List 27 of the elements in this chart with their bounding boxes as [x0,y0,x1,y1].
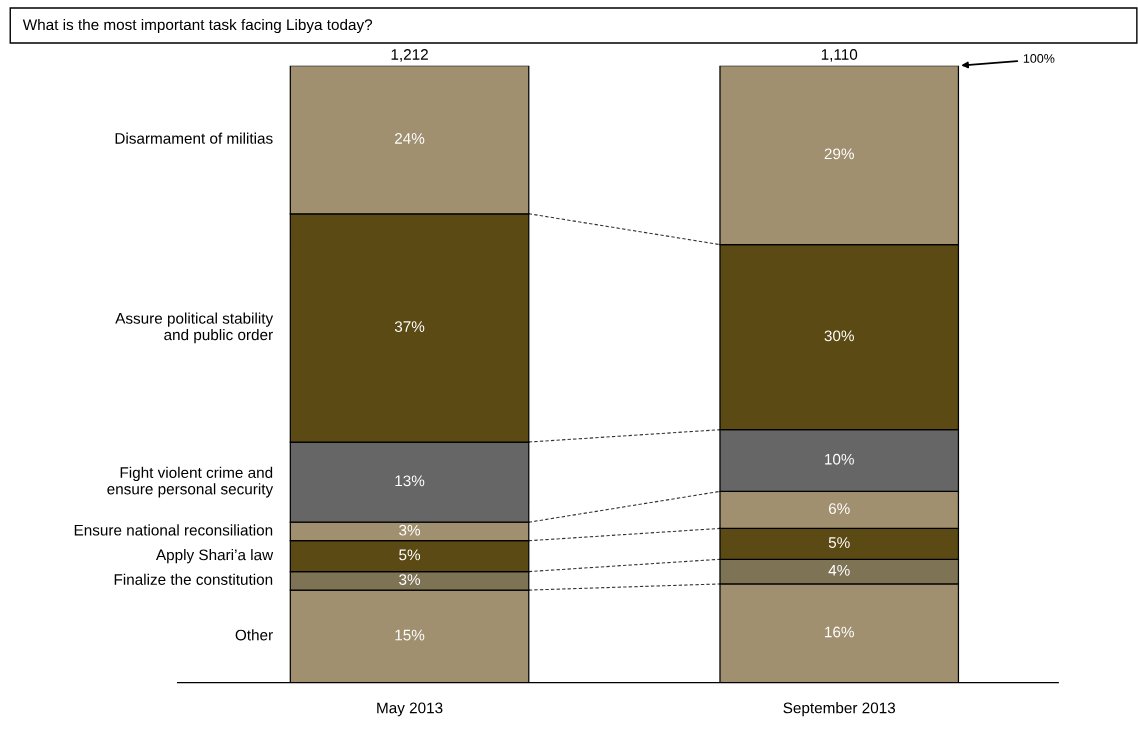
x-tick-label: May 2013 [377,702,443,717]
data-label: 5% [828,537,850,548]
annotation: 1,110 [821,49,858,62]
data-label: 3% [399,524,421,536]
data-label: 5% [399,549,421,561]
series-label: Finalize the constitution [114,573,273,585]
data-label: 6% [828,503,850,514]
annotation: 1,212 [391,49,428,62]
chart-title: What is the most important task facing Libya today? [22,18,373,34]
data-label: 30% [824,330,854,342]
data-label: 37% [394,321,425,332]
series-label: Apply Shari’a law [155,549,274,564]
data-label: 4% [828,564,850,576]
series-label: Ensure national reconsiliation [74,524,273,536]
series-label: Fight violent crime and ensure personal security [107,466,274,498]
data-label: 16% [825,626,854,638]
data-label: 15% [395,629,425,641]
series-label: Disarmament of militias [115,132,273,144]
data-label: 10% [825,453,854,465]
series-label: Assure political stability and public order [115,312,274,344]
data-label: 3% [399,574,421,585]
x-tick-label: September 2013 [783,702,896,717]
data-label: 13% [395,475,425,487]
data-label: 29% [824,148,854,160]
text: 100% [1023,54,1055,63]
series-label: Other [235,629,273,641]
data-label: 24% [395,133,425,144]
